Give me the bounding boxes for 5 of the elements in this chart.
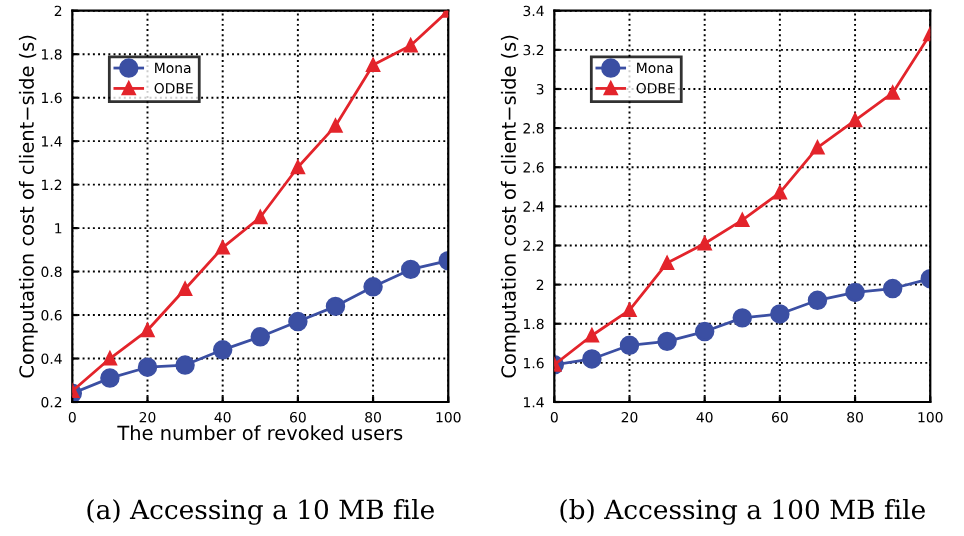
text: (b) Accessing a 100 MB file — [560, 498, 925, 525]
text: (a) Accessing a 10 MB file — [87, 498, 434, 525]
x-axis-title: The number of revoked users — [117, 425, 403, 441]
y-axis-title: Computation cost of client−side (s) — [18, 35, 38, 378]
y-axis-title: Computation cost of client−side (s) — [500, 35, 520, 378]
